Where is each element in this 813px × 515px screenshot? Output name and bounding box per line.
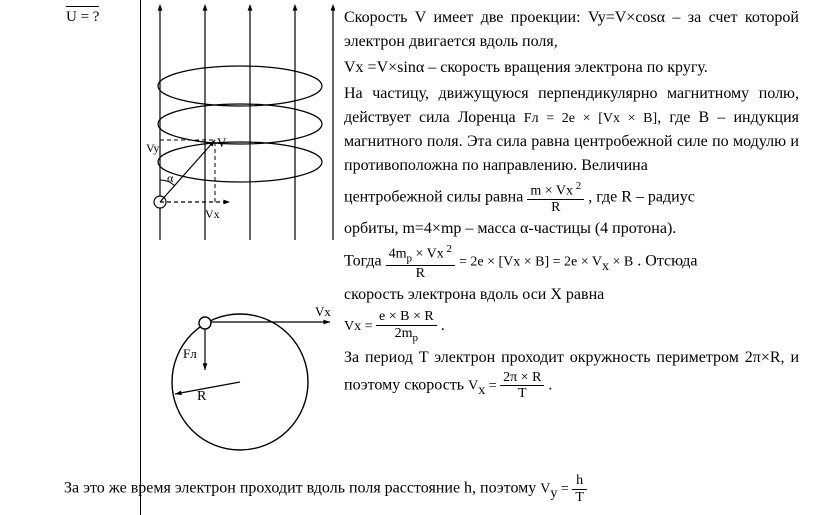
p8-eq: =: [485, 378, 500, 393]
svg-text:Vy: Vy: [146, 141, 159, 155]
p9a: За это же время электрон проходит вдоль …: [64, 480, 540, 497]
p5b: . Отсюда: [637, 253, 697, 270]
p5-sq: 2: [444, 243, 452, 255]
svg-text:Vx: Vx: [205, 207, 220, 221]
p7-end: .: [441, 317, 445, 334]
left-column: U = ? α V Vy Vx Vx Fл R: [0, 0, 340, 515]
p7-den: 2m: [395, 326, 413, 341]
p3-sq: 2: [573, 180, 581, 192]
p8-fraction: 2π × R T: [500, 370, 544, 402]
paragraph-1a: Скорость V имеет две проекции: Vy=V×cosα…: [344, 6, 799, 54]
p5-fraction: 4mp × Vx 2 R: [386, 243, 455, 281]
svg-text:Vx: Vx: [315, 304, 331, 319]
p3-num: m × Vx: [530, 184, 573, 199]
paragraph-1b: Vx =V×sinα – скорость вращения электрона…: [344, 56, 799, 80]
p3a: центробежной силы равна: [344, 188, 527, 205]
paragraph-7: Vx = e × B × R 2mp .: [344, 309, 799, 343]
centrifugal-fraction: m × Vx 2 R: [527, 180, 584, 215]
lorentz-formula: Fл = 2e × [Vx × B]: [524, 111, 657, 126]
bottom-paragraph: За это же время электрон проходит вдоль …: [64, 473, 799, 505]
p9-fraction: h T: [572, 473, 587, 505]
p7-lhs: Vx =: [344, 319, 376, 334]
p5a: Тогда: [344, 253, 386, 270]
p5n2: × Vx: [412, 247, 444, 262]
p9-V: V: [540, 482, 550, 497]
p7-fraction: e × B × R 2mp: [376, 309, 437, 343]
p5n1: 4m: [389, 247, 407, 262]
p8-num: 2π × R: [500, 370, 544, 386]
p3-den: R: [527, 200, 584, 215]
paragraph-2: На частицу, движущуюся перпендикулярно м…: [344, 82, 799, 178]
p9-num: h: [572, 473, 587, 489]
p8-end: .: [548, 376, 552, 393]
paragraph-5: Тогда 4mp × Vx 2 R = 2e × [Vx × B] = 2e …: [344, 243, 799, 281]
p3b: , где R – радиус: [588, 188, 695, 205]
svg-text:R: R: [197, 389, 207, 404]
p9-eq: =: [557, 482, 572, 497]
paragraph-8: За период T электрон проходит окружность…: [344, 346, 799, 402]
svg-text:Fл: Fл: [183, 346, 197, 361]
p8a: За период T электрон проходит окружность…: [344, 349, 799, 394]
text-column: Скорость V имеет две проекции: Vy=V×cosα…: [340, 0, 813, 515]
p7-num: e × B × R: [376, 309, 437, 325]
p8-den: T: [500, 386, 544, 401]
p5-eq: = 2e × [Vx × B] = 2e × V: [459, 255, 602, 270]
paragraph-3: центробежной силы равна m × Vx 2 R , где…: [344, 180, 799, 215]
circle-diagram: Vx Fл R: [145, 272, 335, 462]
helix-diagram: α V Vy Vx: [145, 2, 335, 262]
svg-text:V: V: [217, 135, 227, 150]
p5-den: R: [386, 266, 455, 281]
p7-psub: p: [413, 332, 419, 344]
p5-vx-sub: x: [602, 259, 609, 274]
paragraph-4: орбиты, m=4×mp – масса α-частицы (4 прот…: [344, 217, 799, 241]
question-label: U = ?: [66, 6, 99, 26]
paragraph-6: скорость электрона вдоль оси X равна: [344, 283, 799, 307]
p5-eq2: × B: [609, 255, 633, 270]
p8-V: V: [468, 378, 478, 393]
vertical-divider: [140, 0, 141, 515]
svg-text:α: α: [167, 171, 174, 185]
p9-den: T: [572, 490, 587, 505]
